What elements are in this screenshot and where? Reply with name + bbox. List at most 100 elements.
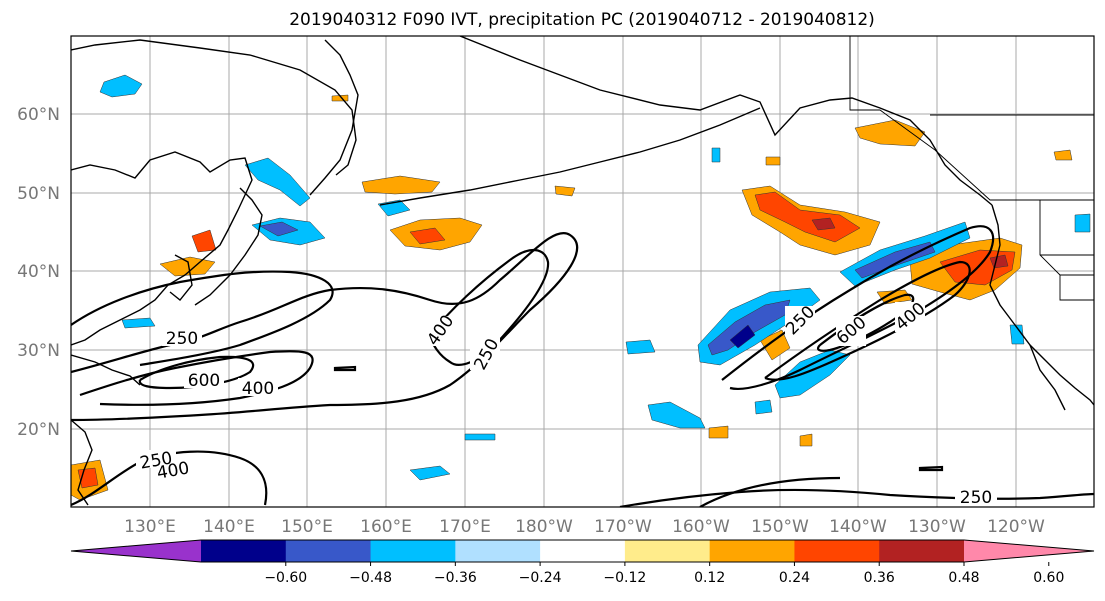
coast-asia-north	[71, 39, 357, 176]
ivt-contour-600-west	[138, 355, 255, 390]
lon-label: 130°W	[908, 517, 966, 537]
lon-labels: 130°E 140°E 150°E 160°E 170°E 180°W 170°…	[124, 517, 1045, 537]
precip-area-small-b4	[1009, 324, 1025, 345]
lon-label: 170°W	[594, 517, 652, 537]
coast-asia	[71, 151, 253, 346]
colorbar	[70, 539, 1095, 563]
precip-area-kamchatka	[361, 175, 441, 195]
precip-area-jet-east-core	[854, 241, 936, 279]
ivt-contour-250-southeast-2	[699, 476, 841, 507]
colorbar-segment	[540, 540, 626, 562]
contour-label: 400	[242, 379, 274, 399]
colorbar-segment	[879, 540, 965, 562]
colorbar-segment	[624, 540, 711, 562]
lon-label: 150°E	[281, 517, 333, 537]
colorbar-tick-label: 0.48	[948, 570, 979, 586]
lon-label: 160°W	[672, 517, 730, 537]
precip-area-small-3	[708, 425, 729, 439]
coast-na-west	[989, 204, 1094, 406]
ivt-contour-small	[333, 365, 357, 372]
colorbar-tick-label: −0.36	[434, 570, 477, 586]
precip-area-central-pacific-core	[409, 227, 446, 245]
precip-area-ne-pacific-core	[754, 191, 861, 243]
ivt-contour-250-southeast	[619, 488, 1094, 507]
lon-label: 120°W	[987, 517, 1045, 537]
precip-area-small-b7	[711, 147, 721, 163]
precip-area-okhotsk	[244, 157, 311, 207]
precip-area-gulf	[1053, 149, 1073, 161]
ivt-contour-small-2	[918, 465, 944, 472]
precip-area-hawaii-north	[759, 329, 791, 361]
precip-area-north-west	[99, 74, 143, 98]
precip-area-jet-west-peak	[729, 324, 756, 349]
colorbar-tick-label: −0.60	[264, 570, 307, 586]
colorbar-segment	[455, 540, 541, 562]
colorbar-tick-label: −0.12	[603, 570, 646, 586]
precip-area-small-2	[554, 185, 576, 197]
colorbar-segment	[709, 540, 795, 562]
borders	[849, 36, 1094, 301]
colorbar-segment	[370, 540, 456, 562]
lon-label: 170°E	[439, 517, 491, 537]
lon-label: 160°E	[360, 517, 412, 537]
colorbar-extend-min	[71, 540, 201, 562]
ivt-contour-250-east	[721, 225, 995, 390]
precip-area-small-b8	[464, 433, 496, 441]
precip-area-japan-east-core	[259, 221, 299, 237]
lat-label: 40°N	[17, 262, 60, 282]
map-title: 2019040312 F090 IVT, precipitation PC (2…	[289, 10, 875, 30]
precip-area-alaska	[854, 119, 926, 147]
map-frame	[70, 35, 1095, 508]
lat-label: 50°N	[17, 184, 60, 204]
coast-alaska	[459, 36, 993, 206]
contour-label: 250	[166, 329, 198, 349]
precip-area-hawaii	[647, 401, 706, 429]
contour-label: 600	[188, 371, 220, 391]
ivt-contour-250-west-outer	[71, 270, 334, 367]
ivt-contour-400-central	[428, 249, 550, 366]
colorbar-segment	[201, 540, 287, 562]
map-panel	[71, 36, 1094, 507]
ivt-contour-250-south	[71, 450, 268, 507]
coast-aleutians	[379, 107, 761, 206]
colorbar-segment	[285, 540, 372, 562]
contour-label: 250	[960, 488, 992, 508]
lat-label: 60°N	[17, 105, 60, 125]
lat-label: 20°N	[17, 420, 60, 440]
coast-korea	[169, 254, 193, 301]
precip-area-ne-pacific-peak	[811, 217, 836, 231]
colorbar-outline	[70, 539, 1095, 563]
precip-area-small-b5	[1074, 213, 1091, 233]
colorbar-tick-label: 0.36	[864, 570, 895, 586]
lat-labels: 60°N 50°N 40°N 30°N 20°N	[17, 105, 60, 440]
lon-label: 130°E	[124, 517, 176, 537]
colorbar-ticks: −0.60 −0.48 −0.36 −0.24 −0.12 0.12 0.24 0.36 0.4…	[264, 562, 1064, 586]
contour-label-backgrounds	[136, 302, 997, 506]
lon-label: 180°W	[515, 517, 573, 537]
precip-area-small-b3	[625, 339, 656, 355]
precip-area-small-b9	[754, 399, 773, 415]
colorbar-segment	[794, 540, 880, 562]
precip-area-sub	[799, 433, 813, 447]
lon-label: 140°E	[203, 517, 255, 537]
precip-area-small-4	[765, 156, 781, 166]
colorbar-tick-label: −0.48	[349, 570, 392, 586]
precip-area-small-b2	[409, 465, 451, 481]
coast-philippines	[71, 419, 93, 506]
colorbar-tick-label: 0.24	[779, 570, 810, 586]
ivt-contour-400-west	[79, 350, 314, 406]
colorbar-tick-label: 0.12	[694, 570, 725, 586]
ivt-contour-250-west	[71, 232, 579, 422]
coast-kamchatka	[309, 39, 359, 196]
colorbar-tick-label: −0.24	[519, 570, 562, 586]
colorbar-tick-label: 0.60	[1033, 570, 1064, 586]
lat-label: 30°N	[17, 341, 60, 361]
coast-baja	[1029, 344, 1066, 411]
precip-area-japan-sea-core	[191, 229, 217, 253]
lon-label: 140°W	[829, 517, 887, 537]
colorbar-extend-max	[964, 540, 1094, 562]
coast-japan	[194, 187, 263, 306]
coastlines	[71, 36, 1094, 506]
precip-area-small-b6	[121, 317, 156, 329]
precip-area-small-1	[331, 94, 349, 102]
